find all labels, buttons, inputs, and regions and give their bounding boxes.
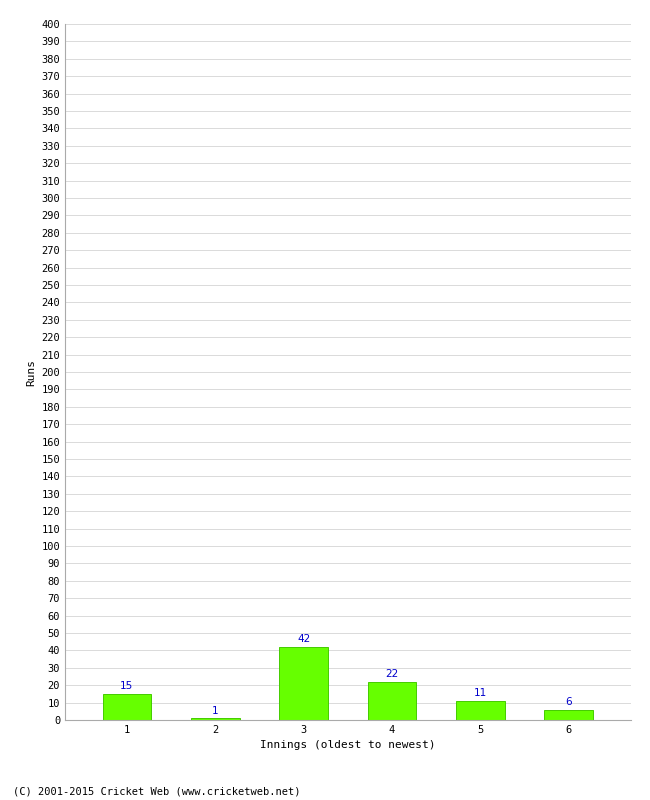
Bar <box>103 694 151 720</box>
Text: 15: 15 <box>120 682 133 691</box>
Bar <box>191 718 239 720</box>
Text: 22: 22 <box>385 669 398 679</box>
X-axis label: Innings (oldest to newest): Innings (oldest to newest) <box>260 741 436 750</box>
Bar <box>280 647 328 720</box>
Text: 6: 6 <box>566 697 572 707</box>
Text: 42: 42 <box>297 634 310 644</box>
Bar <box>456 701 504 720</box>
Text: 11: 11 <box>474 688 487 698</box>
Bar <box>368 682 416 720</box>
Text: 1: 1 <box>212 706 218 716</box>
Y-axis label: Runs: Runs <box>26 358 36 386</box>
Bar <box>544 710 593 720</box>
Text: (C) 2001-2015 Cricket Web (www.cricketweb.net): (C) 2001-2015 Cricket Web (www.cricketwe… <box>13 786 300 796</box>
